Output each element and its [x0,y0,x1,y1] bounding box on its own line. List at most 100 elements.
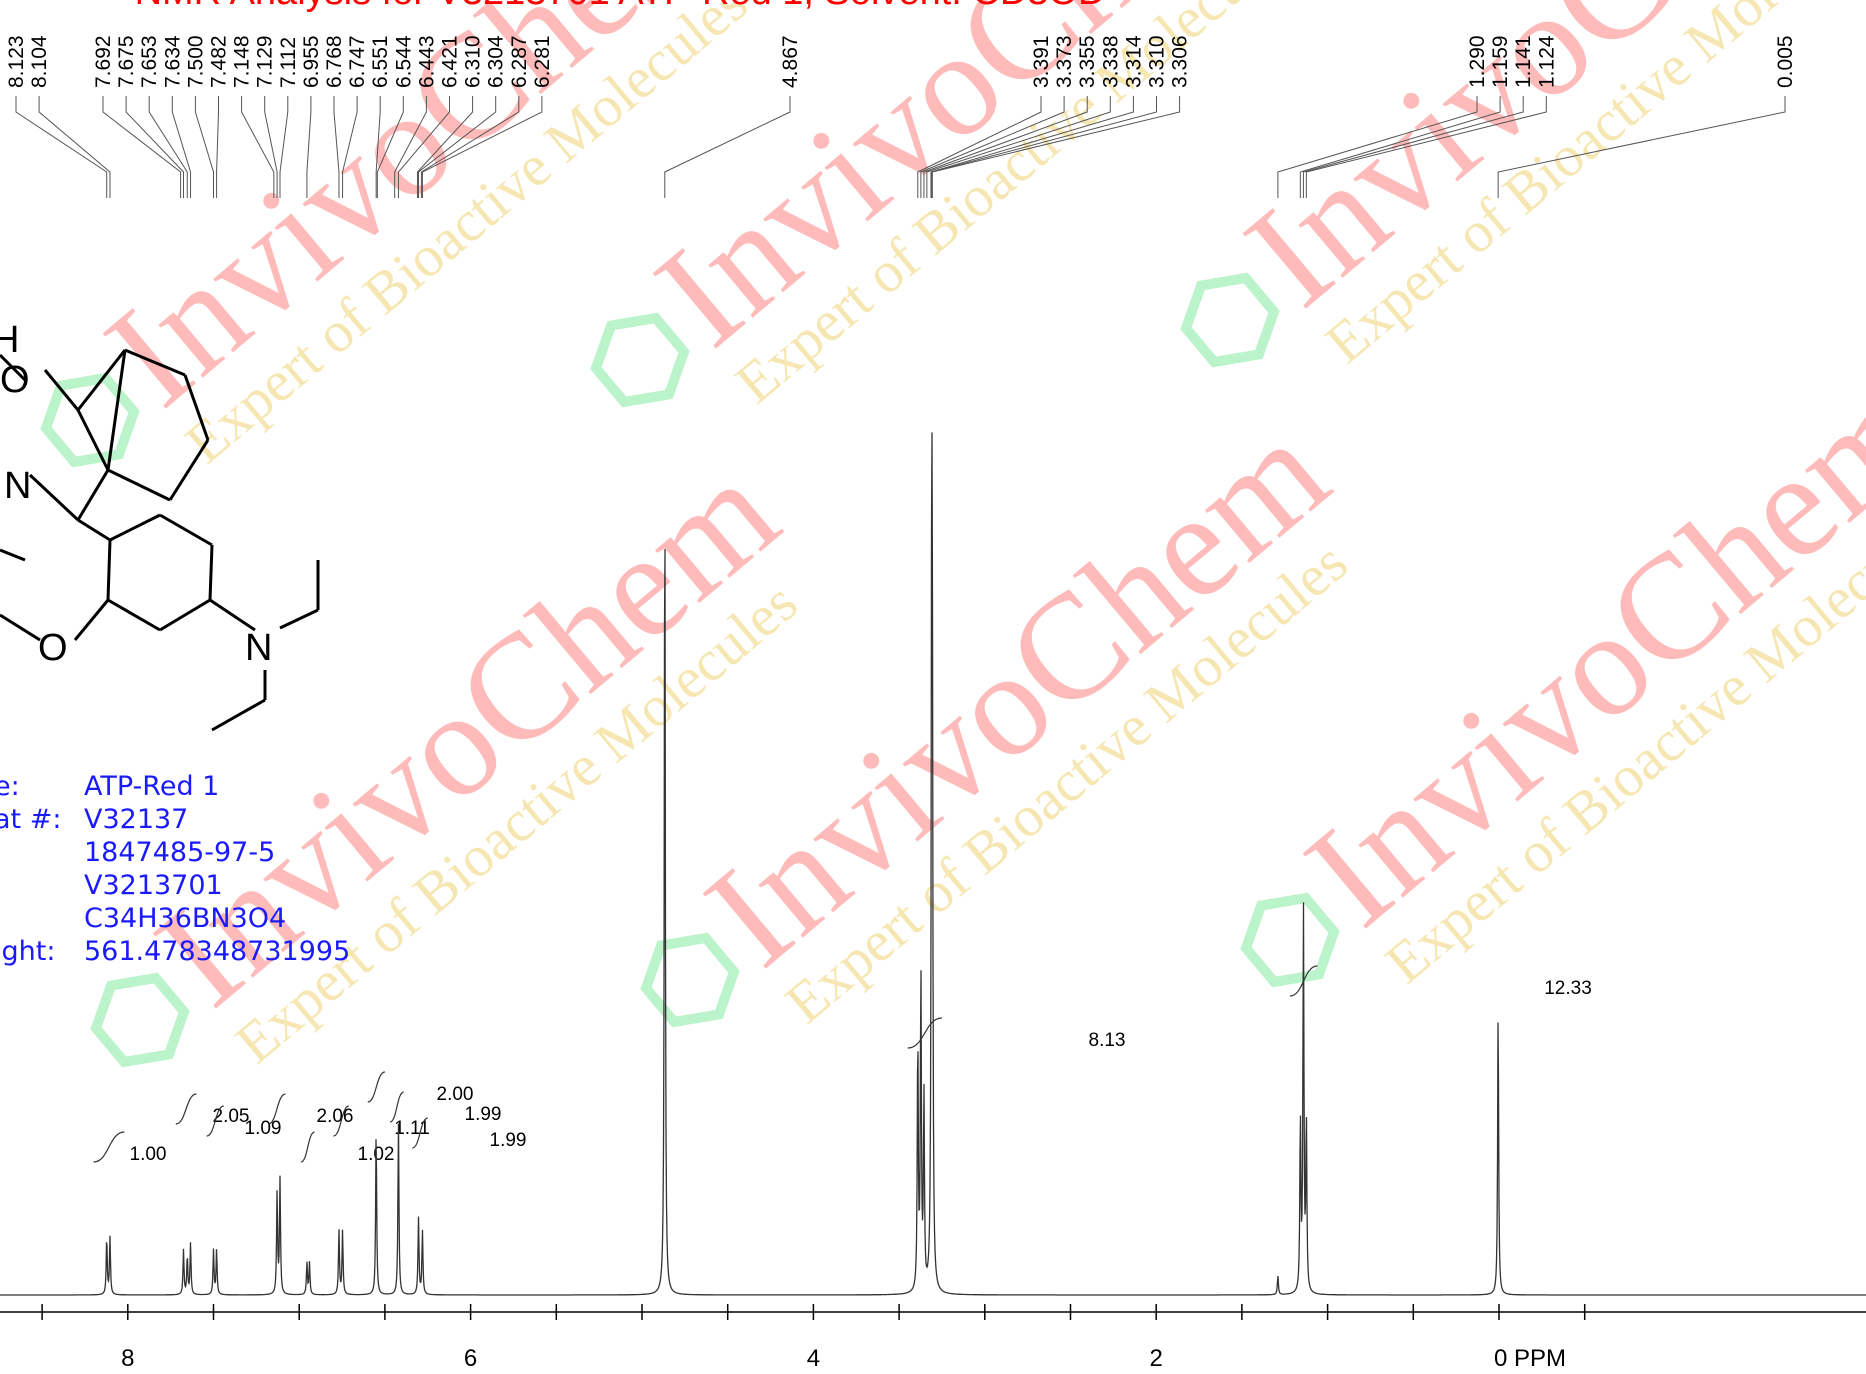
watermark-logo [90,972,190,1068]
peak-leader-line [1305,96,1547,198]
peak-label: 6.287 [508,35,531,88]
integral-group: 1.002.051.092.061.021.112.001.991.998.13… [93,965,1592,1165]
bond [28,473,80,522]
watermark-logo [640,932,740,1028]
peak-leader-line [375,96,381,198]
peak-leader-line [306,96,312,198]
integral-label: 1.00 [130,1144,167,1165]
integral-curve [300,1131,315,1163]
atom-label: N [245,627,272,669]
peak-label: 6.544 [392,35,415,88]
bond [211,698,266,732]
peak-leader-line [125,96,185,198]
peak-label: 7.482 [208,35,231,88]
bond [0,353,27,382]
watermark-logo [1180,272,1280,368]
peak-leader-line [194,96,214,198]
compound-info: e: at #: ight: ATP-Red 1 V32137 1847485-… [0,771,350,967]
peak-label: 7.129 [254,35,277,88]
peak-leader-line [420,96,520,198]
peak-label: 7.692 [92,35,115,88]
integral-curve [367,1071,386,1103]
info-value: ATP-Red 1 [84,771,219,802]
peak-label: 7.112 [277,37,300,88]
integral-label: 1.09 [245,1118,282,1139]
peak-label: 6.955 [300,35,323,88]
watermark-logo [590,312,690,408]
info-label: e: [0,771,20,802]
bond [107,468,171,502]
chart-title: NMR Analysis for V3213701 ATP-Red 1, Sol… [135,0,1106,13]
integral-curve [412,1117,428,1149]
peak-leader-line [1302,96,1524,198]
peak-leader-line [1299,96,1501,198]
watermark-logo [40,372,140,468]
info-label: ight: [0,936,55,967]
x-tick-label: 2 [1150,1345,1163,1372]
bond [0,548,26,562]
peak-leader-line [931,96,1181,198]
bond [77,518,111,542]
peak-leader-line [376,96,404,198]
peak-label: 6.747 [346,35,369,88]
peak-label: 6.768 [323,35,346,88]
peak-label: 3.355 [1076,35,1099,88]
peak-label: 4.867 [779,35,802,88]
integral-label: 1.11 [394,1118,430,1139]
peak-label: 7.148 [231,35,254,88]
atom-label: O [0,359,30,401]
x-tick-label: 4 [807,1345,820,1372]
peak-label: 7.653 [138,35,161,88]
peak-leader-line [930,96,1134,198]
atom-label: H [0,319,19,361]
bond [109,513,161,542]
info-value: 561.478348731995 [84,936,350,967]
peak-leader-line [917,96,1042,198]
peak-label: 8.123 [5,35,28,88]
peak-label: 3.338 [1099,35,1122,88]
bond [159,598,211,632]
bond [76,349,127,411]
peak-leader-line [926,96,1111,198]
peak-label: 7.675 [115,35,138,88]
integral-label: 2.00 [437,1084,474,1105]
peak-label: 6.310 [462,35,485,88]
integral-curve [907,1017,943,1049]
bond [0,613,41,642]
peak-leader-line [931,96,1157,198]
info-value: V3213701 [84,870,223,901]
peak-leader-line [216,96,219,198]
integral-curve [268,1093,286,1125]
peak-leader-line [1497,96,1786,198]
info-value: 1847485-97-5 [84,837,275,868]
info-label: at #: [0,804,61,835]
peak-label: 6.281 [531,35,554,88]
integral-curve [206,1105,225,1137]
peak-label: 7.500 [184,35,207,88]
integral-label: 8.13 [1089,1030,1126,1051]
bond [73,599,110,641]
x-tick-label: 8 [121,1345,134,1372]
x-axis: 8 6 4 2 0 PPM [41,1304,1586,1372]
peak-label: 3.314 [1122,35,1145,88]
bond [106,539,112,601]
spectrum-trace [0,432,1866,1296]
integral-curve [389,1091,405,1123]
bond [106,349,127,471]
molecule-structure [0,348,320,732]
peak-label: 6.551 [369,35,392,88]
peak-leader-line [664,96,791,198]
peak-leader-line [920,96,1065,198]
x-tick-label: 6 [464,1345,477,1372]
bond [76,409,110,471]
peak-leader-line [394,96,427,198]
integral-label: 12.33 [1544,978,1592,999]
peak-label: 3.306 [1169,35,1192,88]
peak-leader-line [416,96,474,198]
peak-label: 7.634 [161,35,184,88]
peak-label: 3.310 [1146,35,1169,88]
peak-leader-line [1277,96,1478,198]
bond [107,598,161,632]
integral-curve [175,1093,197,1125]
